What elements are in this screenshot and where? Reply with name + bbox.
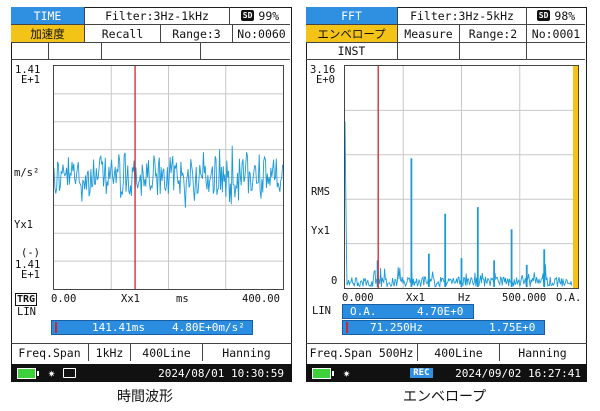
rec-badge: REC xyxy=(410,368,433,378)
display-icon[interactable] xyxy=(63,368,77,378)
battery-icon xyxy=(312,367,334,379)
caption-envelope: エンベロープ xyxy=(403,389,487,405)
measure-label[interactable]: Measure xyxy=(398,25,460,43)
cursor-marker-icon xyxy=(55,322,57,333)
trigger-indicator[interactable]: TRG xyxy=(15,293,38,306)
cursor-value: 1.75E+0 xyxy=(489,321,536,334)
window-value[interactable]: Hanning xyxy=(518,345,567,360)
lines-value[interactable]: 400Line xyxy=(418,344,500,361)
range-label[interactable]: Range:3 xyxy=(161,25,233,43)
y-top-value: 3.16 xyxy=(310,64,336,76)
x-unit: Hz xyxy=(458,292,471,304)
x-scale: Xx1 xyxy=(121,293,140,305)
sd-percent: 99% xyxy=(258,8,280,23)
header-row: TIME Filter:3Hz-1kHz SD 99% xyxy=(11,7,292,25)
envelope-panel: FFT Filter:3Hz-5kHz SD 98% エンベロープ Measur… xyxy=(306,7,587,382)
cursor-freq: 71.250Hz xyxy=(370,321,423,334)
blank-cell xyxy=(11,43,49,60)
plot-area: 3.16 E+0 RMS Yx1 0 0.000 Xx1 Hz 500.000 … xyxy=(306,60,585,310)
lin-label[interactable]: LIN xyxy=(312,305,331,317)
sd-percent: 98% xyxy=(554,8,576,23)
datetime: 2024/09/02 16:27:41 xyxy=(455,366,581,380)
y-top-exp: E+1 xyxy=(21,74,40,86)
lines-value[interactable]: 400Line xyxy=(131,344,203,361)
y-neg-sign: (-) xyxy=(21,247,40,259)
filter-label[interactable]: Filter:3Hz-5kHz xyxy=(398,7,527,25)
y-top-value: 1.41 xyxy=(15,64,41,76)
blank-cell xyxy=(398,43,460,60)
mode-label[interactable]: TIME xyxy=(11,7,85,25)
oa-bar xyxy=(573,66,578,288)
y-zero: 0 xyxy=(331,275,338,287)
spectrum-trace xyxy=(345,121,573,288)
caption-time-waveform: 時間波形 xyxy=(117,389,173,405)
y-unit: m/s² xyxy=(14,167,40,179)
cursor-time: 141.41ms xyxy=(92,321,145,334)
inst-label[interactable]: INST xyxy=(306,43,398,60)
inst-row: INST xyxy=(306,43,587,60)
lin-label[interactable]: LIN xyxy=(17,306,36,318)
freq-span-text: Freq.Span xyxy=(309,345,372,360)
sd-card-icon: SD xyxy=(536,10,551,21)
time-waveform-panel: TIME Filter:3Hz-1kHz SD 99% 加速度 Recall R… xyxy=(11,7,292,382)
battery-icon xyxy=(17,367,39,379)
x-unit: ms xyxy=(176,293,189,305)
freq-span-label: Freq.Span xyxy=(11,344,89,361)
mode-label[interactable]: FFT xyxy=(306,7,398,25)
y-scale: Yx1 xyxy=(14,219,33,231)
blank-cell xyxy=(460,43,527,60)
freq-span-value[interactable]: 1kHz xyxy=(89,344,131,361)
quantity-label[interactable]: エンベロープ xyxy=(306,25,398,43)
y-top-exp: E+0 xyxy=(316,74,335,86)
range-label[interactable]: Range:2 xyxy=(460,25,527,43)
cursor-value: 4.80E+0m/s² xyxy=(172,321,245,334)
x-end: 400.00 xyxy=(242,293,280,305)
bottom-settings-row: Freq.Span 500Hz 400Line Hanning xyxy=(306,343,587,361)
freq-span-value: 500Hz xyxy=(378,345,414,360)
datetime: 2024/08/01 10:30:59 xyxy=(158,366,284,380)
status-bar: ✷ REC 2024/09/02 16:27:41 xyxy=(306,364,587,382)
quantity-label[interactable]: 加速度 xyxy=(11,25,85,43)
bottom-settings-row: Freq.Span 1kHz 400Line Hanning xyxy=(11,343,292,361)
blank-cell xyxy=(49,43,102,60)
waveform-trace xyxy=(54,145,283,208)
record-number: No:0001 xyxy=(527,25,585,43)
cursor-marker-icon xyxy=(346,322,348,333)
info-row: エンベロープ Measure Range:2 No:0001 xyxy=(306,25,587,43)
status-bar: ✷ 2024/08/01 10:30:59 xyxy=(11,364,292,382)
y-bottom-exp: E+1 xyxy=(21,269,40,281)
x-scale: Xx1 xyxy=(406,292,425,304)
window-value[interactable]: Hanning xyxy=(222,345,271,360)
blank-cell xyxy=(102,43,201,60)
time-waveform-chart[interactable] xyxy=(53,65,284,290)
blank-cell xyxy=(201,43,290,60)
x-start: 0.00 xyxy=(51,293,77,305)
header-row: FFT Filter:3Hz-5kHz SD 98% xyxy=(306,7,587,25)
brightness-icon[interactable]: ✷ xyxy=(343,366,351,380)
blank-cell xyxy=(527,43,585,60)
plot-area: 1.41 E+1 m/s² Yx1 (-) 1.41 E+1 TRG 0.00 … xyxy=(11,60,290,310)
info-row: 加速度 Recall Range:3 No:0060 xyxy=(11,25,292,43)
y-scale: Yx1 xyxy=(311,225,330,237)
x-end: 500.000 xyxy=(502,292,547,304)
filter-label[interactable]: Filter:3Hz-1kHz xyxy=(85,7,230,25)
sd-card-icon: SD xyxy=(240,10,255,21)
oa-value: 4.70E+0 xyxy=(417,305,464,318)
x-oa: O.A. xyxy=(556,292,582,304)
freq-span-label[interactable]: Freq.Span 500Hz xyxy=(306,344,418,361)
recall-label[interactable]: Recall xyxy=(85,25,161,43)
cursor-readout: 71.250Hz 1.75E+0 xyxy=(342,320,545,335)
blank-row xyxy=(11,43,292,60)
cursor-readout: 141.41ms 4.80E+0m/s² xyxy=(51,320,253,335)
y-rms: RMS xyxy=(311,186,330,198)
sd-status: SD 99% xyxy=(230,7,290,25)
oa-readout: O.A. 4.70E+0 xyxy=(342,304,474,319)
brightness-icon[interactable]: ✷ xyxy=(48,366,56,380)
sd-status: SD 98% xyxy=(527,7,585,25)
envelope-spectrum-chart[interactable] xyxy=(344,65,579,289)
record-number: No:0060 xyxy=(233,25,290,43)
oa-label: O.A. xyxy=(350,305,377,318)
y-bottom-value: 1.41 xyxy=(15,259,41,271)
x-start: 0.000 xyxy=(342,292,374,304)
